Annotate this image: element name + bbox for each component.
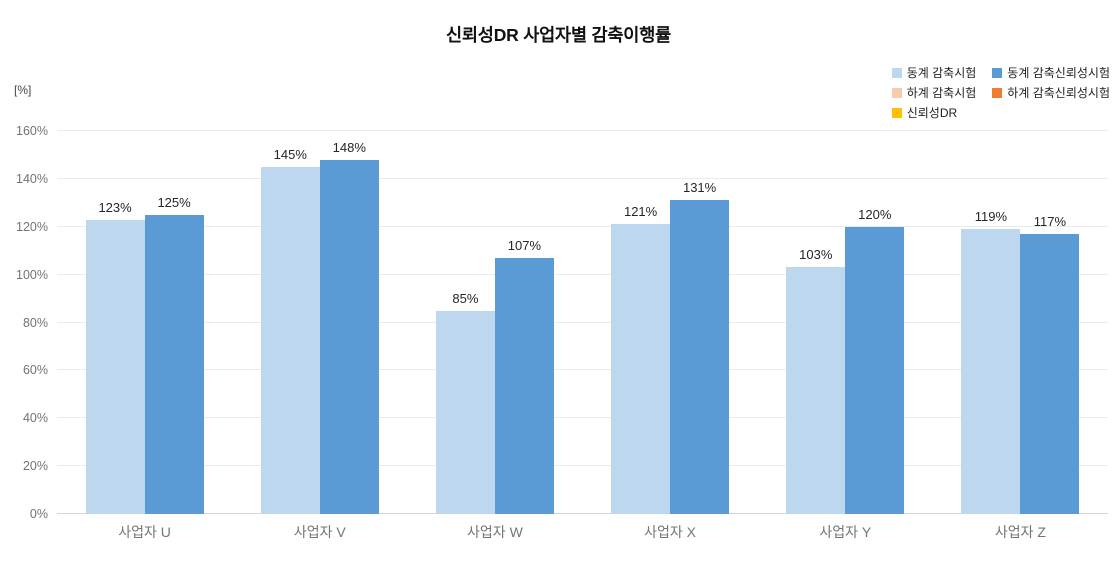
y-axis-unit-label: [%] [14,83,32,97]
bar: 123% [85,200,145,514]
bar: 119% [961,209,1021,514]
y-tick-label: 80% [22,315,48,330]
bar-groups: 123% 125% 145% 148% 85% 107% 121% 131% 103% 120% 1… [57,131,1108,514]
y-tick-label: 100% [16,267,48,282]
bar: 85% [435,291,495,514]
bar: 121% [611,204,671,514]
legend-swatch-icon [891,107,902,118]
x-axis-category-label: 사업자 Z [994,524,1046,540]
legend-swatch-icon [992,67,1003,78]
bar-group: 119% 117% [933,131,1108,514]
y-tick-label: 60% [22,363,48,378]
legend-item: 신뢰성DR [891,104,977,121]
bar-group: 121% 131% [583,131,758,514]
bar: 107% [494,238,554,514]
bar-value-label: 121% [623,204,658,220]
legend-label: 신뢰성DR [906,106,958,120]
bar-value-label: 131% [682,180,717,196]
chart-title: 신뢰성DR 사업자별 감축이행률 [446,25,671,45]
bar-value-label: 119% [974,209,1008,225]
y-tick-label: 160% [16,124,48,138]
gridline [57,369,1108,371]
y-tick-label: 0% [29,507,48,521]
y-tick-label: 140% [16,171,48,186]
gridline [57,273,1108,275]
gridline [57,225,1108,227]
bar: 120% [845,207,905,514]
legend-label: 하계 감축신뢰성시험 [1007,86,1110,100]
bar-value-label: 103% [799,247,833,263]
gridline [57,465,1108,467]
bar-value-label: 107% [507,237,542,253]
bar-group: 123% 125% [57,131,232,514]
gridline [57,417,1108,419]
x-axis-category-label: 사업자 X [644,524,697,540]
bar: 131% [670,180,730,514]
x-axis-category-label: 사업자 Y [819,524,872,540]
bar-value-label: 117% [1033,213,1067,229]
legend-item: 하계 감축시험 [891,84,977,101]
legend-label: 동계 감축시험 [906,66,977,80]
legend-item: 하계 감축신뢰성시험 [992,84,1110,101]
bar: 145% [260,147,320,514]
bar-group: 145% 148% [232,131,407,514]
bar-value-label: 148% [332,139,366,155]
bar-group: 103% 120% [758,131,933,514]
bar-value-label: 125% [157,194,191,210]
x-axis-category-label: 사업자 V [293,524,346,540]
x-axis-category-label: 사업자 U [118,524,171,540]
gridline [57,130,1108,131]
x-axis-line [57,513,1108,514]
gridline [57,177,1108,179]
bar-value-label: 123% [98,199,132,215]
bar-value-label: 85% [452,290,479,306]
bar-value-label: 145% [273,146,307,162]
legend-label: 하계 감축시험 [906,86,977,100]
gridline [57,321,1108,323]
bar-value-label: 120% [858,206,892,222]
bar: 103% [786,247,846,514]
legend-item: 동계 감축신뢰성시험 [992,64,1110,81]
plot-area: 123% 125% 145% 148% 85% 107% 121% 131% 103% 120% 1… [57,130,1108,514]
bar: 117% [1020,214,1080,514]
bar: 148% [319,140,379,514]
legend-swatch-icon [992,87,1003,98]
legend-item: 동계 감축시험 [891,64,977,81]
bar-group: 85% 107% [407,131,582,514]
bar: 125% [144,195,204,514]
x-axis-category-label: 사업자 W [467,524,523,540]
legend-swatch-icon [891,67,902,78]
y-axis-ticks: 160% 140% 120% 100% 80% 60% 40% 20% 0% [0,124,48,521]
y-tick-label: 20% [22,459,48,474]
legend-swatch-icon [891,87,902,98]
y-tick-label: 120% [16,219,48,234]
y-tick-label: 40% [22,411,48,426]
x-axis-labels: 사업자 U 사업자 V 사업자 W 사업자 X 사업자 Y 사업자 Z [57,522,1108,542]
legend-label: 동계 감축신뢰성시험 [1007,66,1110,80]
